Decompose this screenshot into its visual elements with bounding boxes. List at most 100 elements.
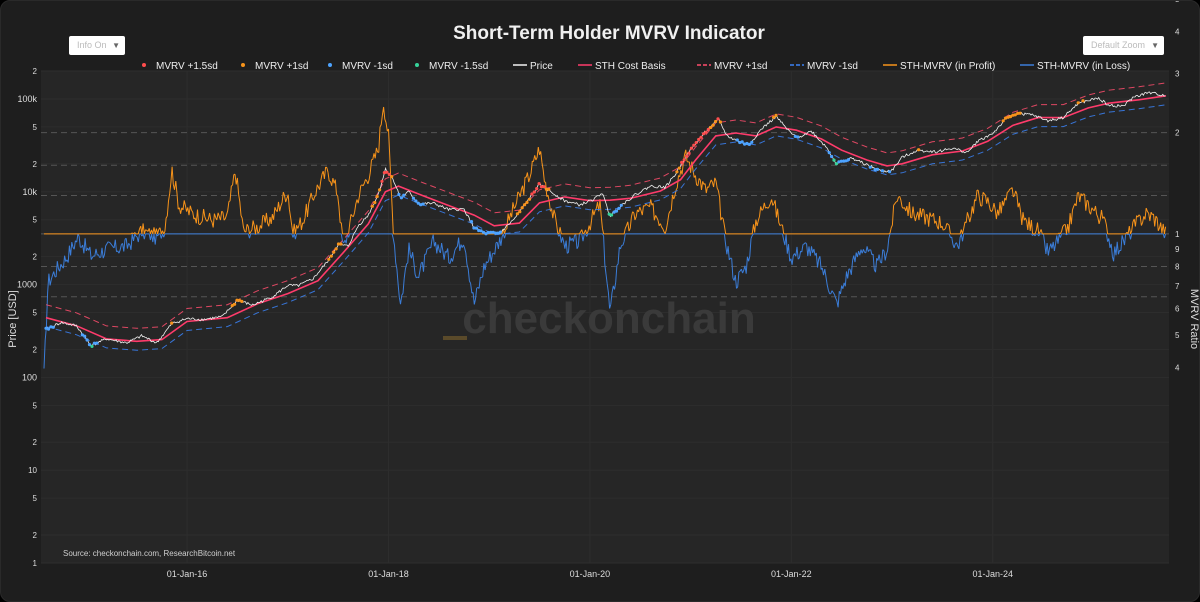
mvrv-minus1sd-dot <box>793 134 797 138</box>
legend-swatch-dot <box>241 63 245 67</box>
legend-item[interactable]: MVRV +1.5sd <box>142 61 218 72</box>
legend-item[interactable]: STH Cost Basis <box>578 61 666 72</box>
y-left-tick-label: 2 <box>33 253 38 262</box>
mvrv-plus15sd-dot <box>539 185 544 189</box>
mvrv-minus1sd-dot <box>474 226 478 230</box>
mvrv-minus1sd-dot <box>873 168 877 172</box>
mvrv-minus1sd-dot <box>747 142 752 146</box>
mvrv-minus1sd-dot <box>750 140 754 144</box>
mvrv-plus1sd-dot <box>772 115 776 119</box>
mvrv-minus1sd-dot <box>411 196 415 200</box>
mvrv-plus15sd-dot <box>537 182 541 186</box>
mvrv-plus1sd-dot <box>1008 115 1013 119</box>
chart-title: Short-Term Holder MVRV Indicator <box>453 23 765 44</box>
axis-layer: 01-Jan-16 01-Jan-18 01-Jan-20 01-Jan-22 01-J… <box>17 1 1180 579</box>
legend-label: Price <box>530 61 553 72</box>
y-left-tick-label: 2 <box>33 531 38 540</box>
legend-item[interactable]: MVRV -1.5sd <box>415 61 488 72</box>
mvrv-plus1sd-dot <box>339 242 343 246</box>
sth-cost-basis-line <box>45 95 1167 343</box>
mvrv-minus15sd-dot <box>834 162 839 166</box>
mvrv-plus1sd-dot <box>170 321 174 325</box>
mvrv-plus1sd-dot <box>675 170 679 174</box>
y-left-tick-label: 1000 <box>17 280 37 290</box>
mvrv-plus1sd-dot <box>527 197 532 201</box>
legend-item[interactable]: MVRV -1sd <box>328 61 393 72</box>
mvrv-minus1sd-dot <box>827 151 831 155</box>
mvrv-minus1sd-dot <box>469 220 474 224</box>
mvrv-minus1sd-dot <box>416 201 420 205</box>
mvrv-minus1sd-dot <box>481 230 486 234</box>
y-right-tick-label: 5 <box>1175 331 1180 340</box>
mvrv-minus1sd-dot <box>491 230 495 234</box>
mvrv-plus1sd-dot <box>373 200 377 205</box>
legend-item[interactable]: MVRV +1sd <box>241 61 308 72</box>
mvrv-plus15sd-dot <box>532 190 536 194</box>
mvrv-plus15sd-dot <box>542 185 546 189</box>
mvrv-plus1sd-dot <box>709 125 713 130</box>
mvrv-plus15sd-dot <box>704 130 708 134</box>
mvrv-minus1sd-dot <box>875 167 880 171</box>
y-left-tick-label: 5 <box>33 309 38 318</box>
mvrv-minus1sd-dot <box>498 230 503 234</box>
legend-item[interactable]: MVRV +1sd <box>697 61 767 72</box>
mvrv-minus1sd-dot <box>868 165 872 169</box>
series-layer <box>43 82 1167 369</box>
zoom-dropdown[interactable]: Default Zoom ▼ <box>1083 36 1164 55</box>
mvrv-plus1sd-dot <box>518 210 522 214</box>
mvrv-minus1sd-dot <box>479 229 483 233</box>
mvrv-minus15sd-dot <box>832 158 836 162</box>
mvrv-minus1sd-dot <box>617 206 621 210</box>
mvrv-minus1sd-dot <box>745 141 749 146</box>
mvrv-plus1sd-dot <box>237 298 241 302</box>
legend-item[interactable]: STH-MVRV (in Profit) <box>883 61 995 72</box>
legend-item[interactable]: Price <box>513 61 553 72</box>
legend-label: STH Cost Basis <box>595 61 666 72</box>
chevron-down-icon: ▼ <box>112 41 120 50</box>
y-right-tick-label: 4 <box>1175 27 1180 36</box>
legend[interactable]: MVRV +1.5sd MVRV +1sd MVRV -1sd MVRV -1.5sd… <box>142 61 1130 72</box>
legend-label: MVRV -1sd <box>342 61 393 72</box>
mvrv-plus1sd-dot <box>334 247 338 251</box>
mvrv-minus1sd-dot <box>44 326 48 330</box>
mvrv-minus1sd-dot <box>486 230 490 235</box>
mvrv-plus1sd-dot <box>917 148 921 152</box>
y-left-tick-label: 5 <box>33 494 38 503</box>
mvrv-plus1sd-dot <box>1013 113 1017 117</box>
legend-swatch-dot <box>415 63 419 67</box>
legend-item[interactable]: MVRV -1sd <box>790 61 858 72</box>
mvrv-plus1sd-dot <box>547 187 551 191</box>
y-left-tick-label: 2 <box>33 160 38 169</box>
mvrv-minus15sd-dot <box>607 212 611 216</box>
mvrv-minus1sd-dot <box>619 203 623 207</box>
mvrv-minus1sd-dot <box>839 159 843 163</box>
mvrv-minus15sd-dot <box>90 344 94 348</box>
y-left-tick-label: 5 <box>33 123 38 132</box>
mvrv-plus15sd-dot <box>530 192 534 196</box>
mvrv-plus1sd-dot <box>327 257 331 261</box>
mvrv-plus1sd-dot <box>378 188 382 192</box>
mvrv-plus1sd-dot <box>1001 119 1005 123</box>
mvrv-minus1sd-dot <box>496 231 500 235</box>
x-tick-label: 01-Jan-24 <box>972 569 1013 579</box>
mvrv-plus1sd-dot <box>390 175 394 179</box>
source-note: Source: checkonchain.com, ResearchBitcoi… <box>63 549 236 558</box>
y-left-tick-label: 100k <box>17 94 37 104</box>
mvrv-plus1sd-dot <box>336 242 341 246</box>
mvrv-plus15sd-dot <box>382 171 386 175</box>
chevron-down-icon: ▼ <box>1151 41 1159 50</box>
mvrv-minus15sd-dot <box>610 213 614 217</box>
mvrv-plus1sd-dot <box>1016 111 1020 115</box>
mvrv-plus15sd-dot <box>682 158 686 162</box>
mvrv-minus1sd-dot <box>740 140 744 144</box>
info-toggle-dropdown[interactable]: Info On ▼ <box>69 36 125 55</box>
legend-label: MVRV +1.5sd <box>156 61 218 72</box>
legend-item[interactable]: STH-MVRV (in Loss) <box>1020 61 1130 72</box>
mvrv-minus1sd-dot <box>612 210 616 214</box>
y-right-tick-label: 9 <box>1175 245 1180 254</box>
mvrv-minus1sd-dot <box>837 160 841 164</box>
y-right-tick-label: 3 <box>1175 69 1180 78</box>
mvrv-plus1sd-dot <box>1011 113 1015 117</box>
